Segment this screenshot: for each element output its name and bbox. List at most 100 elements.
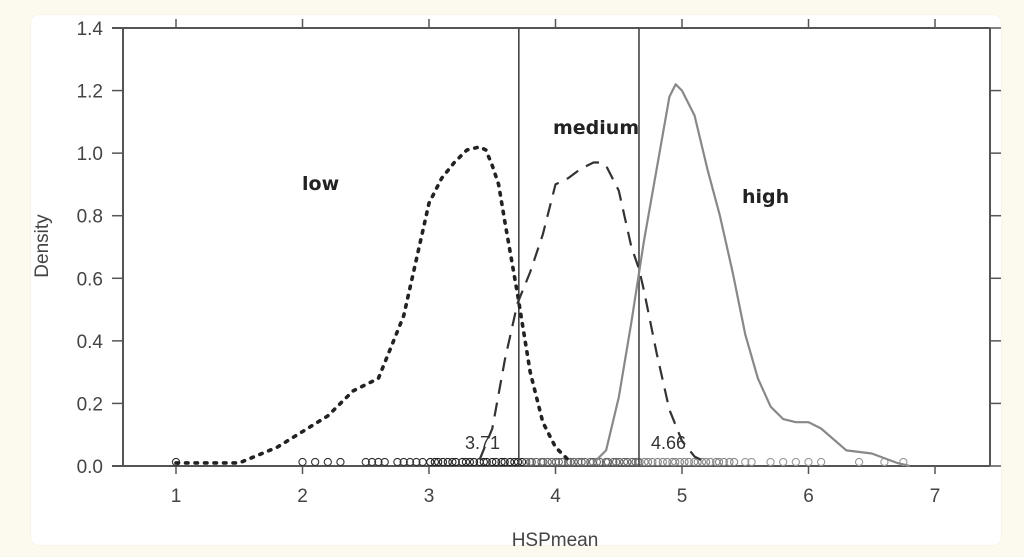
rug-mark [603,457,613,467]
rug-mark [619,457,629,467]
label-low: low [302,173,339,195]
rug-mark [443,457,452,467]
rug-mark [653,457,662,467]
y-tick-label: 1.2 [77,82,103,103]
rug-mark [539,457,548,467]
rug-mark [779,457,788,467]
rug-mark [399,457,408,467]
rug-mark [729,457,739,467]
rug-mark [854,457,864,467]
label-high: high [742,186,789,208]
rug-mark [405,457,415,467]
rug-mark [684,457,693,467]
rug-mark [611,457,621,467]
rug-mark [804,457,813,467]
rug-mark [791,457,800,467]
rug-mark [675,457,685,467]
rug-mark [671,457,680,467]
y-tick-label: 0.0 [77,457,103,478]
plot-frame [112,27,991,467]
rug-mark [648,457,657,467]
rug-mark [577,457,586,467]
rug-mark [766,457,775,467]
rug-mark [690,457,699,467]
rug-mark [488,457,497,467]
rug-mark [640,457,649,467]
axis-tick-labels: 1 2 3 4 5 6 7 0.0 0.2 0.4 0.6 0.8 1.0 1.2 1.4 [77,19,941,507]
rug-mark [430,457,439,467]
rug-mark [380,457,389,467]
rug-mark [426,457,435,467]
label-medium: medium [553,117,639,139]
x-tick-label: 5 [677,486,688,507]
rug-mark [298,457,307,467]
rug-mark [448,457,457,467]
rug-marks [171,457,908,467]
rug-mark [497,457,506,467]
rug-mark [336,457,345,467]
density-curve-low [174,145,570,465]
rug-mark [551,457,561,467]
y-tick-label: 0.4 [77,332,104,353]
y-axis-title: Density [32,214,53,278]
rug-mark [680,457,689,467]
rug-mark [658,457,668,467]
rug-mark [747,457,756,467]
rug-mark [482,457,491,467]
rug-mark [566,457,575,467]
rug-mark [361,457,370,467]
rug-mark [817,457,826,467]
cut-label-low-medium: 3.71 [465,433,500,453]
rug-mark [393,457,402,467]
x-tick-label: 1 [171,486,182,507]
reference-lines [518,28,640,466]
y-tick-label: 1.0 [77,144,103,165]
rug-mark [412,457,421,467]
rug-mark [367,457,377,467]
rug-mark [569,457,578,467]
rug-mark [741,457,750,467]
rug-mark [706,457,715,467]
cut-label-medium-high: 4.66 [651,433,686,453]
y-tick-label: 1.4 [77,19,104,40]
rug-mark [451,457,460,467]
rug-mark [558,457,567,467]
rug-mark [438,457,448,467]
rug-mark [643,457,653,467]
y-tick-label: 0.2 [77,394,103,415]
rug-mark [714,457,724,467]
rug-mark [615,457,624,467]
x-tick-label: 7 [930,486,941,507]
y-tick-label: 0.8 [77,207,103,228]
rug-mark [433,457,443,467]
rug-mark [719,457,728,467]
rug-mark [580,457,590,467]
rug-mark [469,457,479,467]
rug-mark [500,457,509,467]
x-tick-label: 6 [803,486,814,507]
rug-mark [527,457,536,467]
density-curve-medium [478,161,708,464]
rug-mark [554,457,563,467]
rug-mark [323,457,332,467]
rug-mark [574,457,583,467]
rug-mark [595,457,605,467]
density-curve-high [592,83,910,468]
rug-mark [310,457,320,467]
rug-mark [522,457,531,467]
rug-mark [374,457,383,467]
rug-mark [701,457,711,467]
density-curves [174,83,910,468]
x-tick-label: 4 [550,486,561,507]
rug-mark [513,457,523,467]
rug-mark [465,457,475,467]
x-tick-label: 2 [297,486,308,507]
rug-mark [899,457,908,467]
axis-ticks [112,19,1001,474]
x-tick-label: 3 [424,486,435,507]
rug-mark [725,457,734,467]
x-axis-title: HSPmean [512,530,599,551]
rug-mark [461,457,471,467]
rug-mark [543,457,552,467]
